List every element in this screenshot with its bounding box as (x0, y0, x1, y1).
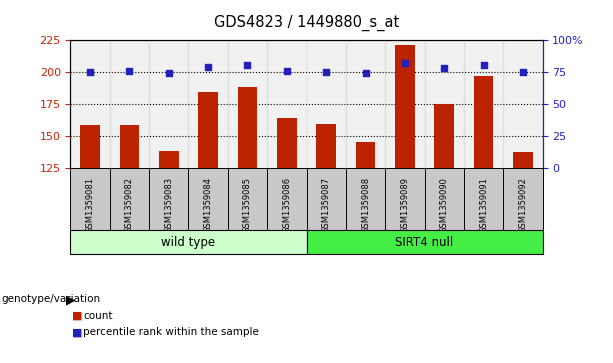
Text: GSM1359091: GSM1359091 (479, 177, 488, 233)
Text: GSM1359086: GSM1359086 (283, 177, 291, 233)
Bar (267, 40, 306, 168)
Text: GSM1359088: GSM1359088 (361, 177, 370, 233)
Bar (356, 142, 375, 168)
Point (204, 64, 213, 70)
Bar (316, 124, 336, 168)
Bar (80, 126, 100, 168)
Bar (189, 40, 228, 168)
Bar (149, 40, 189, 168)
Bar (277, 118, 297, 168)
Text: GSM1359082: GSM1359082 (125, 177, 134, 233)
Bar (70, 40, 110, 168)
Bar (120, 126, 139, 168)
Text: ■: ■ (72, 311, 83, 321)
Text: GSM1359083: GSM1359083 (164, 177, 173, 233)
Text: wild type: wild type (161, 236, 216, 249)
Bar (199, 92, 218, 168)
Text: GSM1359090: GSM1359090 (440, 177, 449, 233)
Bar (228, 40, 267, 168)
Point (360, 70, 370, 76)
Bar (70, 230, 306, 254)
Text: GSM1359092: GSM1359092 (519, 177, 527, 233)
Bar (474, 76, 493, 168)
Bar (306, 40, 346, 168)
Bar (464, 40, 503, 168)
Text: GSM1359085: GSM1359085 (243, 177, 252, 233)
Bar (395, 45, 414, 168)
Point (440, 65, 449, 71)
Bar (110, 40, 149, 168)
Point (400, 60, 409, 66)
Text: GSM1359087: GSM1359087 (322, 177, 330, 233)
Point (282, 68, 292, 73)
Text: percentile rank within the sample: percentile rank within the sample (83, 327, 259, 337)
Text: SIRT4 null: SIRT4 null (395, 236, 454, 249)
Text: GSM1359084: GSM1359084 (204, 177, 213, 233)
Point (479, 62, 489, 68)
Point (321, 69, 331, 75)
Point (85, 69, 95, 75)
Bar (306, 230, 543, 254)
Text: GSM1359089: GSM1359089 (400, 177, 409, 233)
Bar (238, 87, 257, 168)
Bar (159, 151, 178, 168)
Bar (385, 40, 424, 168)
Bar (346, 40, 385, 168)
Text: genotype/variation: genotype/variation (2, 294, 101, 305)
Bar (513, 152, 533, 168)
Point (243, 62, 253, 68)
Text: GSM1359081: GSM1359081 (86, 177, 94, 233)
Bar (503, 40, 543, 168)
Point (164, 70, 173, 76)
Bar (435, 104, 454, 168)
Text: ■: ■ (72, 327, 83, 337)
Text: ▶: ▶ (66, 293, 76, 306)
Point (518, 69, 528, 75)
Bar (424, 40, 464, 168)
Point (124, 68, 134, 73)
Text: GDS4823 / 1449880_s_at: GDS4823 / 1449880_s_at (214, 15, 399, 31)
Text: count: count (83, 311, 113, 321)
